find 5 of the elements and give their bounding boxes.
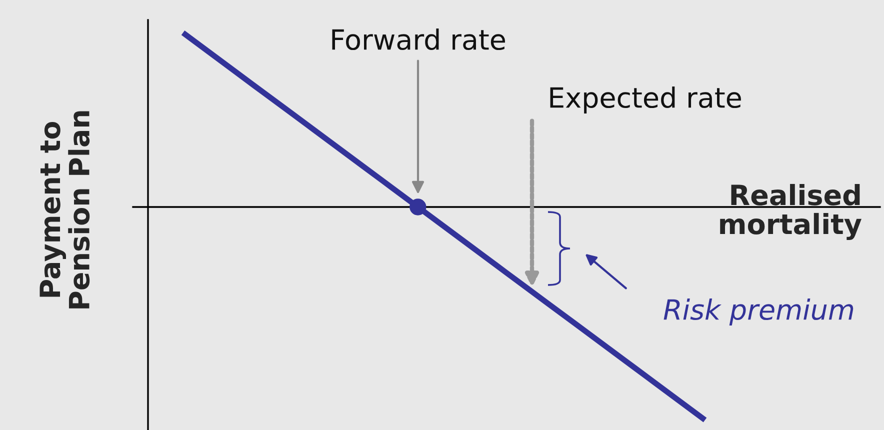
annotation: Expected rate (550, 86, 741, 114)
annotation: Forward rate (332, 28, 505, 50)
y-axis-title: Payment to Pension Plan (40, 111, 90, 308)
annotation: Risk premium (664, 298, 854, 326)
x-axis-title: Realised mortality (720, 184, 862, 240)
